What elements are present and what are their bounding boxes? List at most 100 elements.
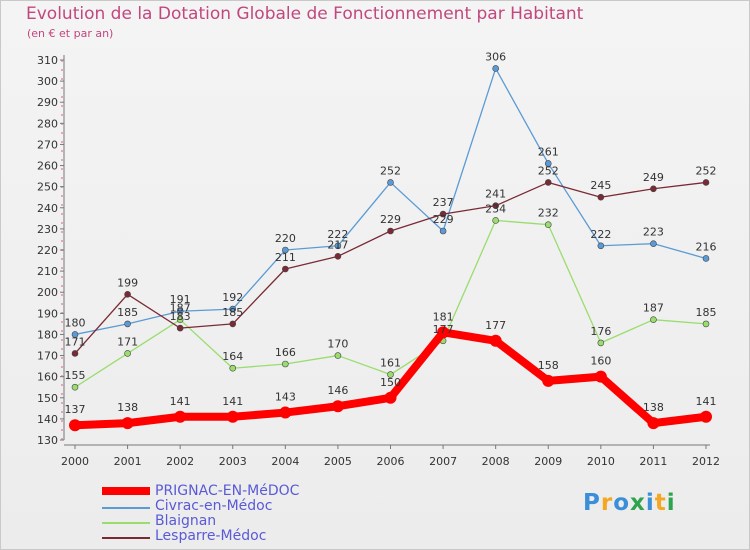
data-point-blaignan [597,339,605,347]
data-label-blaignan: 187 [643,302,664,315]
x-tick-label: 2011 [639,455,667,468]
data-point-prignac-en-m-doc [437,326,450,339]
data-point-lesparre-m-doc [544,179,552,186]
axes: 130 140 150 160 170 180 190 200 210 220 230 240 250 2… [37,54,720,468]
y-tick-label: 200 [37,286,58,299]
logo-letter: P [583,490,601,516]
x-tick-label: 2005 [324,455,352,468]
x-tick-label: 2007 [429,455,457,468]
data-point-civrac-en-m-doc [71,331,79,338]
data-label-lesparre-m-doc: 211 [275,251,296,264]
legend-swatch-prignac [102,487,150,495]
y-tick-label: 260 [37,160,58,173]
data-point-lesparre-m-doc [176,324,184,332]
series-line-lesparre-m-doc [74,181,707,355]
y-tick-label: 130 [37,434,58,447]
data-point-prignac-en-m-doc [647,417,660,430]
x-tick-label: 2003 [219,455,247,468]
legend-label-civrac: Civrac-en-Médoc [155,498,273,514]
data-point-lesparre-m-doc [597,193,605,201]
data-point-blaignan [282,360,289,368]
data-point-lesparre-m-doc [650,185,657,193]
data-point-blaignan [71,383,79,391]
data-label-civrac-en-m-doc: 220 [275,232,296,245]
data-point-civrac-en-m-doc [124,320,131,328]
data-point-lesparre-m-doc [439,210,447,218]
logo-letter: i [666,490,676,516]
data-label-blaignan: 234 [485,202,506,215]
y-tick-label: 230 [37,223,58,236]
data-label-lesparre-m-doc: 229 [380,213,401,226]
data-label-blaignan: 170 [327,338,348,351]
data-labels: 180 185 191 192 220 222 252 229 306 261 222 223 216 1… [65,50,717,416]
data-point-blaignan [492,217,499,224]
data-point-lesparre-m-doc [229,320,237,328]
legend-swatch-civrac [102,507,150,509]
data-point-prignac-en-m-doc [700,410,712,423]
data-label-prignac-en-m-doc: 146 [327,384,348,397]
data-label-civrac-en-m-doc: 192 [222,291,243,304]
data-label-lesparre-m-doc: 217 [327,238,348,251]
data-point-prignac-en-m-doc [174,410,187,423]
data-point-civrac-en-m-doc [176,307,184,315]
chart-title: Evolution de la Dotation Globale de Fonc… [26,4,584,24]
data-point-lesparre-m-doc [387,227,394,235]
data-label-lesparre-m-doc: 183 [170,310,191,323]
data-point-blaignan [387,371,394,378]
data-label-civrac-en-m-doc: 229 [433,213,454,226]
legend-label-prignac: PRIGNAC-EN-MéDOC [155,483,300,499]
data-point-blaignan [124,350,131,357]
data-point-prignac-en-m-doc [594,370,607,383]
logo-letter: t [654,490,667,516]
data-point-civrac-en-m-doc [439,227,447,235]
data-point-lesparre-m-doc [282,265,289,273]
chart-subtitle: (en € et par an) [27,27,114,40]
data-label-lesparre-m-doc: 199 [117,276,138,289]
data-label-blaignan: 161 [380,357,401,370]
data-label-civrac-en-m-doc: 261 [538,145,559,158]
data-label-lesparre-m-doc: 171 [65,335,86,348]
data-point-blaignan [544,221,552,228]
data-label-blaignan: 232 [538,207,559,220]
legend-label-blaignan: Blaignan [155,513,217,529]
data-label-prignac-en-m-doc: 150 [380,376,401,389]
data-label-civrac-en-m-doc: 223 [643,226,664,239]
data-label-prignac-en-m-doc: 141 [170,395,191,408]
x-tick-label: 2001 [114,455,142,468]
data-label-civrac-en-m-doc: 222 [327,228,348,241]
y-tick-label: 250 [37,181,58,194]
data-label-blaignan: 187 [170,302,191,315]
x-tick-label: 2008 [482,455,510,468]
series-group [69,65,712,432]
data-point-blaignan [334,352,342,359]
x-tick-label: 2004 [271,455,299,468]
data-label-prignac-en-m-doc: 158 [538,359,559,372]
y-tick-label: 180 [37,328,58,341]
data-point-prignac-en-m-doc [226,410,239,423]
y-tick-label: 300 [37,75,58,88]
data-label-civrac-en-m-doc: 216 [696,240,717,253]
data-point-blaignan [702,320,710,328]
legend-swatch-lesparre [102,537,150,539]
data-point-civrac-en-m-doc [544,160,552,167]
y-tick-label: 310 [37,54,58,67]
data-label-civrac-en-m-doc: 191 [170,293,191,306]
data-point-lesparre-m-doc [702,179,710,186]
logo-letter: r [600,490,614,516]
y-tick-label: 240 [37,202,58,215]
data-label-prignac-en-m-doc: 181 [433,310,454,323]
data-label-lesparre-m-doc: 252 [538,164,559,177]
data-point-prignac-en-m-doc [542,374,555,387]
data-label-prignac-en-m-doc: 177 [485,319,506,332]
data-point-prignac-en-m-doc [279,406,292,419]
data-point-prignac-en-m-doc [69,419,81,432]
data-label-blaignan: 171 [117,335,138,348]
data-point-prignac-en-m-doc [331,400,344,413]
data-point-lesparre-m-doc [492,202,499,209]
data-point-prignac-en-m-doc [489,334,502,347]
data-label-civrac-en-m-doc: 252 [380,164,401,177]
data-point-prignac-en-m-doc [121,417,134,430]
data-label-blaignan: 166 [275,346,296,359]
